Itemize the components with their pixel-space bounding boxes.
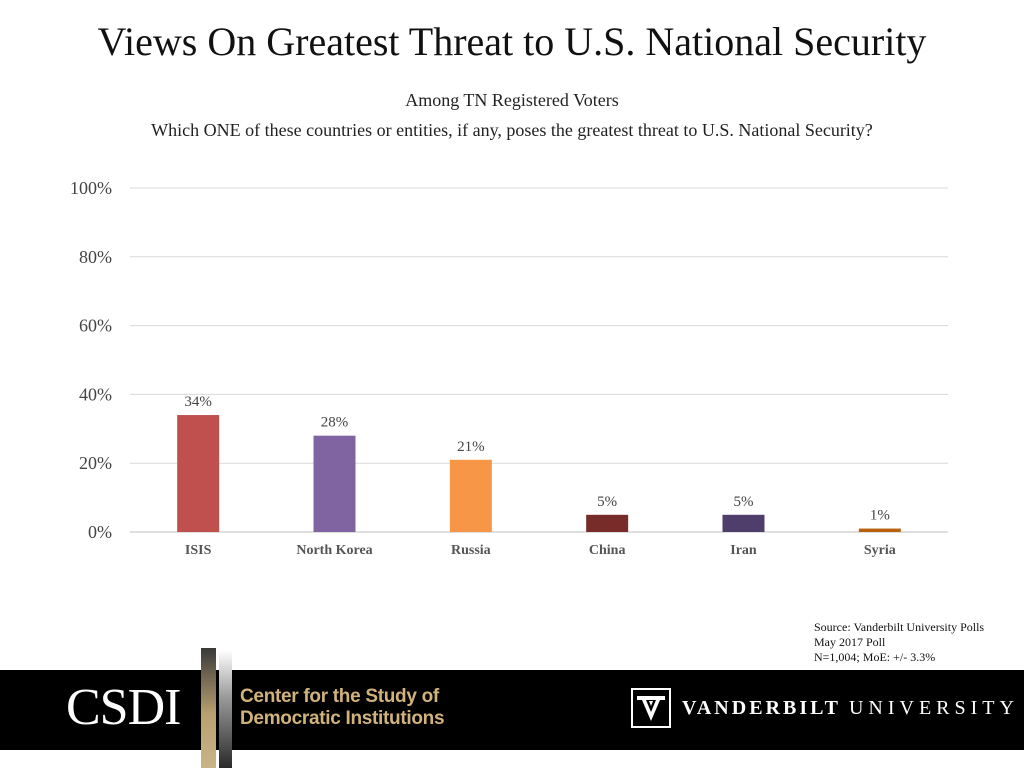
silver-stripe-decoration (219, 650, 232, 768)
chart-title: Views On Greatest Threat to U.S. Nationa… (97, 19, 927, 64)
gridlines (130, 187, 948, 533)
x-tick-label: Russia (451, 543, 491, 558)
vanderbilt-wordmark-bold: VANDERBILT (682, 697, 841, 719)
data-label: 1% (870, 508, 890, 524)
data-label: 28% (321, 415, 349, 431)
data-label: 5% (597, 494, 617, 510)
bar (586, 514, 629, 532)
x-tick-label: China (589, 543, 626, 558)
csdi-name-line1: Center for the Study of (240, 686, 439, 707)
csdi-full-name: Center for the Study of Democratic Insti… (240, 686, 445, 730)
footer-banner (0, 670, 1024, 750)
y-tick-label: 100% (70, 178, 112, 198)
y-tick-label: 20% (79, 453, 112, 473)
source-line: Source: Vanderbilt University Polls (814, 620, 985, 634)
x-tick-label: ISIS (185, 543, 212, 558)
survey-question: Which ONE of these countries or entities… (151, 120, 873, 140)
vanderbilt-shield-icon (631, 688, 671, 728)
y-tick-label: 0% (88, 522, 112, 542)
y-tick-label: 40% (79, 384, 112, 404)
csdi-name-line2: Democratic Institutions (240, 708, 445, 729)
data-label: 5% (734, 494, 754, 510)
vanderbilt-wordmark-light: UNIVERSITY (848, 697, 1019, 719)
y-axis-ticks: 0% 20% 40% 60% 80% 100% (70, 178, 112, 542)
gold-stripe-decoration (201, 648, 216, 768)
x-tick-label: North Korea (296, 543, 372, 558)
data-label: 21% (457, 439, 485, 455)
y-tick-label: 60% (79, 316, 112, 336)
bar (449, 459, 492, 532)
bar (313, 435, 356, 532)
chart-subtitle: Among TN Registered Voters (405, 90, 619, 110)
source-note: Source: Vanderbilt University Polls May … (814, 620, 1024, 665)
bar (722, 514, 765, 532)
sample-size-line: N=1,004; MoE: +/- 3.3% (814, 650, 936, 664)
x-tick-label: Syria (864, 543, 896, 558)
x-axis-ticks: ISIS North Korea Russia China Iran Syria (185, 543, 896, 558)
vanderbilt-wordmark: VANDERBILT UNIVERSITY (682, 697, 1019, 720)
poll-date-line: May 2017 Poll (814, 635, 886, 649)
bars (177, 415, 901, 532)
bar (858, 528, 901, 532)
data-label: 34% (184, 394, 212, 410)
y-tick-label: 80% (79, 247, 112, 267)
bar (177, 415, 220, 532)
bar-chart: 0% 20% 40% 60% 80% 100% 34% 28% 21% 5% 5% 1% ISIS N… (70, 178, 948, 558)
csdi-logo: CSDI (66, 679, 181, 736)
data-labels: 34% 28% 21% 5% 5% 1% (184, 394, 889, 524)
x-tick-label: Iran (730, 543, 757, 558)
